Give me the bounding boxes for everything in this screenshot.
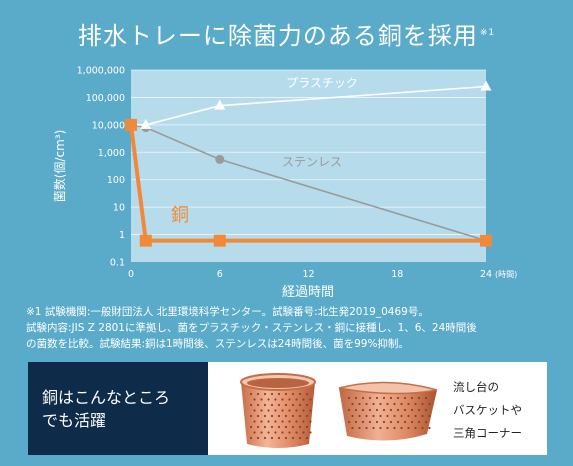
data-point-copper <box>139 234 152 247</box>
bacteria-count-chart: 0.1 1 10 100 1,000 10,000 100,000 1,000,000 0 6 1… <box>52 66 517 301</box>
plot-area <box>131 70 486 262</box>
y-tick-label: 1,000 <box>98 148 125 159</box>
data-point-copper <box>125 118 137 131</box>
usage-heading-line: 銅はこんなところ <box>42 387 171 407</box>
footnote-line: 試験内容:JIS Z 2801に準拠し、菌をプラスチック・ステンレス・銅に接種し… <box>26 322 477 334</box>
series-line <box>131 85 487 126</box>
footnote-line: ※1 試験機関:一般財団法人 北里環境科学センター。試験番号:北生発2019_0… <box>26 306 429 318</box>
series-label: 銅 <box>171 205 189 226</box>
series-label: プラスチック <box>286 76 358 90</box>
y-tick-labels: 0.1 1 10 100 1,000 10,000 100,000 1,000,000 <box>77 66 125 269</box>
footnote-line: の菌数を比較。試験結果:銅は1時間後、ステンレスは24時間後、菌を99%抑制。 <box>26 338 409 350</box>
x-tick-label: 6 <box>217 269 223 280</box>
x-tick-label: 12 <box>302 269 314 280</box>
x-axis-unit: (時間) <box>495 270 517 279</box>
x-axis-label: 経過時間 <box>282 285 334 300</box>
page-title: 排水トレーに除菌力のある銅を採用 ※1 <box>0 16 573 51</box>
y-axis-label: 菌数(個/cm³) <box>52 130 67 203</box>
y-tick-label: 10 <box>113 203 125 214</box>
usage-caption: 流し台の バスケットや 三角コーナー <box>453 376 543 445</box>
y-tick-label: 1 <box>119 230 125 241</box>
data-point-plastic <box>480 80 492 91</box>
copper-basket-image <box>240 373 316 448</box>
series-line <box>130 124 487 242</box>
usage-heading-box: 銅はこんなところ でも活躍 <box>28 362 208 455</box>
usage-panel: 銅はこんなところ でも活躍 流し台の バスケットや 三角コーナー <box>28 362 547 455</box>
x-tick-label: 18 <box>391 269 403 280</box>
y-tick-label: 0.1 <box>110 258 125 269</box>
grid-lines <box>131 69 486 235</box>
usage-heading-line: でも活躍 <box>42 410 107 430</box>
data-point-plastic <box>214 99 226 110</box>
copper-corner-basket-image <box>338 381 438 441</box>
series-label: ステンレス <box>282 155 342 169</box>
usage-caption-line: 三角コーナー <box>453 426 522 440</box>
x-tick-labels: 0 6 12 18 24 (時間) <box>128 269 517 280</box>
x-tick-label: 24 <box>480 269 492 280</box>
footnote: ※1 試験機関:一般財団法人 北里環境科学センター。試験番号:北生発2019_0… <box>26 304 556 352</box>
usage-caption-line: 流し台の <box>453 380 499 394</box>
title-note-mark: ※1 <box>479 28 496 38</box>
title-text: 排水トレーに除菌力のある銅を採用 <box>77 22 478 50</box>
y-tick-label: 1,000,000 <box>77 66 125 77</box>
series-line <box>129 124 486 243</box>
data-point-copper <box>480 234 492 247</box>
y-tick-label: 10,000 <box>92 120 125 131</box>
y-tick-label: 100,000 <box>86 93 125 104</box>
data-point-plastic <box>140 118 152 129</box>
data-point-stainless <box>215 154 225 164</box>
usage-caption-line: バスケットや <box>453 403 522 417</box>
data-series <box>125 80 492 247</box>
x-tick-label: 0 <box>128 269 134 280</box>
data-point-copper <box>213 234 226 247</box>
y-tick-label: 100 <box>107 175 125 186</box>
